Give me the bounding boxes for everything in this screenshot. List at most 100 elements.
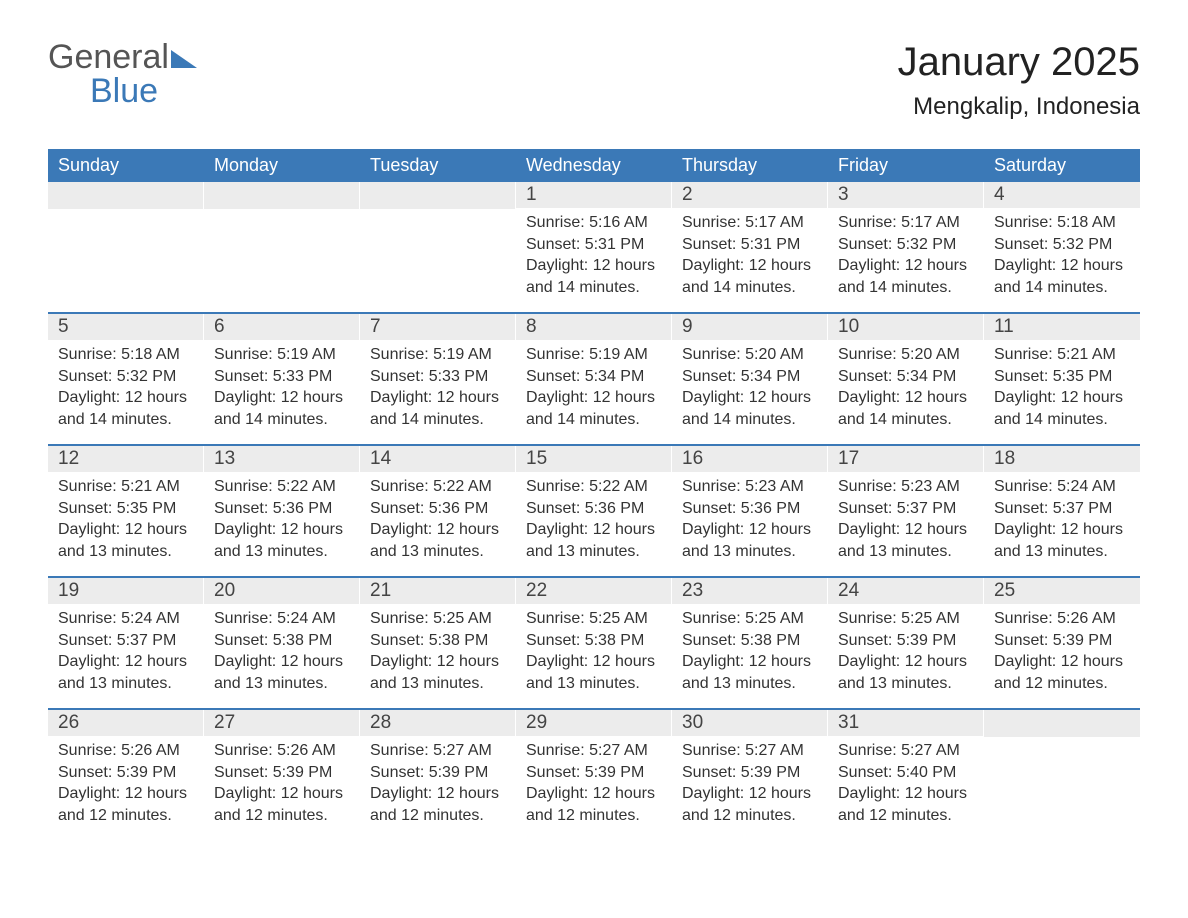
day-info: Sunrise: 5:16 AMSunset: 5:31 PMDaylight:… — [516, 208, 672, 298]
calendar-day: 9Sunrise: 5:20 AMSunset: 5:34 PMDaylight… — [672, 314, 828, 444]
calendar: Sunday Monday Tuesday Wednesday Thursday… — [48, 149, 1140, 840]
sunset-text: Sunset: 5:38 PM — [682, 630, 818, 652]
sunrise-text: Sunrise: 5:25 AM — [370, 608, 506, 630]
day-info: Sunrise: 5:23 AMSunset: 5:37 PMDaylight:… — [828, 472, 984, 562]
daylight-text: Daylight: 12 hours — [994, 387, 1130, 409]
day-number — [204, 182, 360, 209]
day-info: Sunrise: 5:21 AMSunset: 5:35 PMDaylight:… — [984, 340, 1140, 430]
day-info: Sunrise: 5:19 AMSunset: 5:33 PMDaylight:… — [204, 340, 360, 430]
calendar-day: 18Sunrise: 5:24 AMSunset: 5:37 PMDayligh… — [984, 446, 1140, 576]
daylight-text2: and 14 minutes. — [370, 409, 506, 431]
day-number: 13 — [204, 446, 360, 472]
daylight-text: Daylight: 12 hours — [526, 519, 662, 541]
sunrise-text: Sunrise: 5:27 AM — [370, 740, 506, 762]
day-number: 28 — [360, 710, 516, 736]
sunset-text: Sunset: 5:32 PM — [838, 234, 974, 256]
day-header: Saturday — [984, 149, 1140, 182]
calendar-day: 10Sunrise: 5:20 AMSunset: 5:34 PMDayligh… — [828, 314, 984, 444]
page-title: January 2025 — [898, 40, 1140, 85]
daylight-text2: and 13 minutes. — [526, 541, 662, 563]
daylight-text2: and 13 minutes. — [994, 541, 1130, 563]
sunrise-text: Sunrise: 5:19 AM — [214, 344, 350, 366]
calendar-day: 8Sunrise: 5:19 AMSunset: 5:34 PMDaylight… — [516, 314, 672, 444]
sunset-text: Sunset: 5:31 PM — [526, 234, 662, 256]
day-info: Sunrise: 5:25 AMSunset: 5:38 PMDaylight:… — [672, 604, 828, 694]
page-header: General Blue January 2025 Mengkalip, Ind… — [48, 40, 1140, 121]
daylight-text2: and 14 minutes. — [994, 409, 1130, 431]
daylight-text2: and 14 minutes. — [838, 277, 974, 299]
day-number: 12 — [48, 446, 204, 472]
daylight-text: Daylight: 12 hours — [370, 783, 506, 805]
daylight-text2: and 14 minutes. — [838, 409, 974, 431]
day-info: Sunrise: 5:22 AMSunset: 5:36 PMDaylight:… — [360, 472, 516, 562]
sunrise-text: Sunrise: 5:26 AM — [994, 608, 1130, 630]
daylight-text: Daylight: 12 hours — [838, 255, 974, 277]
day-number: 23 — [672, 578, 828, 604]
calendar-day: 29Sunrise: 5:27 AMSunset: 5:39 PMDayligh… — [516, 710, 672, 840]
calendar-day: 13Sunrise: 5:22 AMSunset: 5:36 PMDayligh… — [204, 446, 360, 576]
day-header: Wednesday — [516, 149, 672, 182]
daylight-text: Daylight: 12 hours — [214, 783, 350, 805]
daylight-text2: and 13 minutes. — [58, 673, 194, 695]
day-info: Sunrise: 5:27 AMSunset: 5:39 PMDaylight:… — [360, 736, 516, 826]
day-number: 8 — [516, 314, 672, 340]
calendar-day: 4Sunrise: 5:18 AMSunset: 5:32 PMDaylight… — [984, 182, 1140, 312]
calendar-header-row: Sunday Monday Tuesday Wednesday Thursday… — [48, 149, 1140, 182]
day-info: Sunrise: 5:20 AMSunset: 5:34 PMDaylight:… — [672, 340, 828, 430]
calendar-day: 23Sunrise: 5:25 AMSunset: 5:38 PMDayligh… — [672, 578, 828, 708]
calendar-day — [204, 182, 360, 312]
day-number: 4 — [984, 182, 1140, 208]
calendar-day: 2Sunrise: 5:17 AMSunset: 5:31 PMDaylight… — [672, 182, 828, 312]
calendar-day: 24Sunrise: 5:25 AMSunset: 5:39 PMDayligh… — [828, 578, 984, 708]
day-info: Sunrise: 5:25 AMSunset: 5:38 PMDaylight:… — [516, 604, 672, 694]
sunrise-text: Sunrise: 5:24 AM — [58, 608, 194, 630]
calendar-day: 30Sunrise: 5:27 AMSunset: 5:39 PMDayligh… — [672, 710, 828, 840]
day-number: 25 — [984, 578, 1140, 604]
day-number — [360, 182, 516, 209]
day-number: 1 — [516, 182, 672, 208]
daylight-text2: and 13 minutes. — [526, 673, 662, 695]
daylight-text: Daylight: 12 hours — [838, 651, 974, 673]
sunset-text: Sunset: 5:34 PM — [682, 366, 818, 388]
daylight-text2: and 13 minutes. — [370, 673, 506, 695]
calendar-day: 20Sunrise: 5:24 AMSunset: 5:38 PMDayligh… — [204, 578, 360, 708]
sunset-text: Sunset: 5:38 PM — [526, 630, 662, 652]
sunrise-text: Sunrise: 5:18 AM — [58, 344, 194, 366]
day-info: Sunrise: 5:22 AMSunset: 5:36 PMDaylight:… — [204, 472, 360, 562]
calendar-day: 15Sunrise: 5:22 AMSunset: 5:36 PMDayligh… — [516, 446, 672, 576]
day-number: 16 — [672, 446, 828, 472]
day-number: 24 — [828, 578, 984, 604]
sunrise-text: Sunrise: 5:24 AM — [994, 476, 1130, 498]
day-info: Sunrise: 5:18 AMSunset: 5:32 PMDaylight:… — [984, 208, 1140, 298]
calendar-day: 14Sunrise: 5:22 AMSunset: 5:36 PMDayligh… — [360, 446, 516, 576]
sunrise-text: Sunrise: 5:17 AM — [838, 212, 974, 234]
daylight-text: Daylight: 12 hours — [682, 255, 818, 277]
daylight-text: Daylight: 12 hours — [214, 651, 350, 673]
day-number: 17 — [828, 446, 984, 472]
daylight-text: Daylight: 12 hours — [214, 387, 350, 409]
daylight-text2: and 12 minutes. — [682, 805, 818, 827]
daylight-text: Daylight: 12 hours — [682, 651, 818, 673]
day-info: Sunrise: 5:27 AMSunset: 5:40 PMDaylight:… — [828, 736, 984, 826]
brand-line1: General — [48, 38, 169, 76]
daylight-text2: and 13 minutes. — [682, 541, 818, 563]
calendar-week: 5Sunrise: 5:18 AMSunset: 5:32 PMDaylight… — [48, 312, 1140, 444]
sunrise-text: Sunrise: 5:26 AM — [214, 740, 350, 762]
sunrise-text: Sunrise: 5:20 AM — [682, 344, 818, 366]
calendar-day: 7Sunrise: 5:19 AMSunset: 5:33 PMDaylight… — [360, 314, 516, 444]
brand-logo: General Blue — [48, 40, 197, 108]
sunset-text: Sunset: 5:33 PM — [214, 366, 350, 388]
day-info: Sunrise: 5:25 AMSunset: 5:38 PMDaylight:… — [360, 604, 516, 694]
calendar-day: 12Sunrise: 5:21 AMSunset: 5:35 PMDayligh… — [48, 446, 204, 576]
daylight-text2: and 14 minutes. — [58, 409, 194, 431]
day-number: 22 — [516, 578, 672, 604]
sunrise-text: Sunrise: 5:25 AM — [526, 608, 662, 630]
calendar-day — [984, 710, 1140, 840]
day-info: Sunrise: 5:18 AMSunset: 5:32 PMDaylight:… — [48, 340, 204, 430]
calendar-day — [48, 182, 204, 312]
daylight-text2: and 14 minutes. — [526, 409, 662, 431]
sunset-text: Sunset: 5:36 PM — [214, 498, 350, 520]
daylight-text2: and 12 minutes. — [214, 805, 350, 827]
daylight-text2: and 13 minutes. — [838, 673, 974, 695]
daylight-text2: and 14 minutes. — [214, 409, 350, 431]
